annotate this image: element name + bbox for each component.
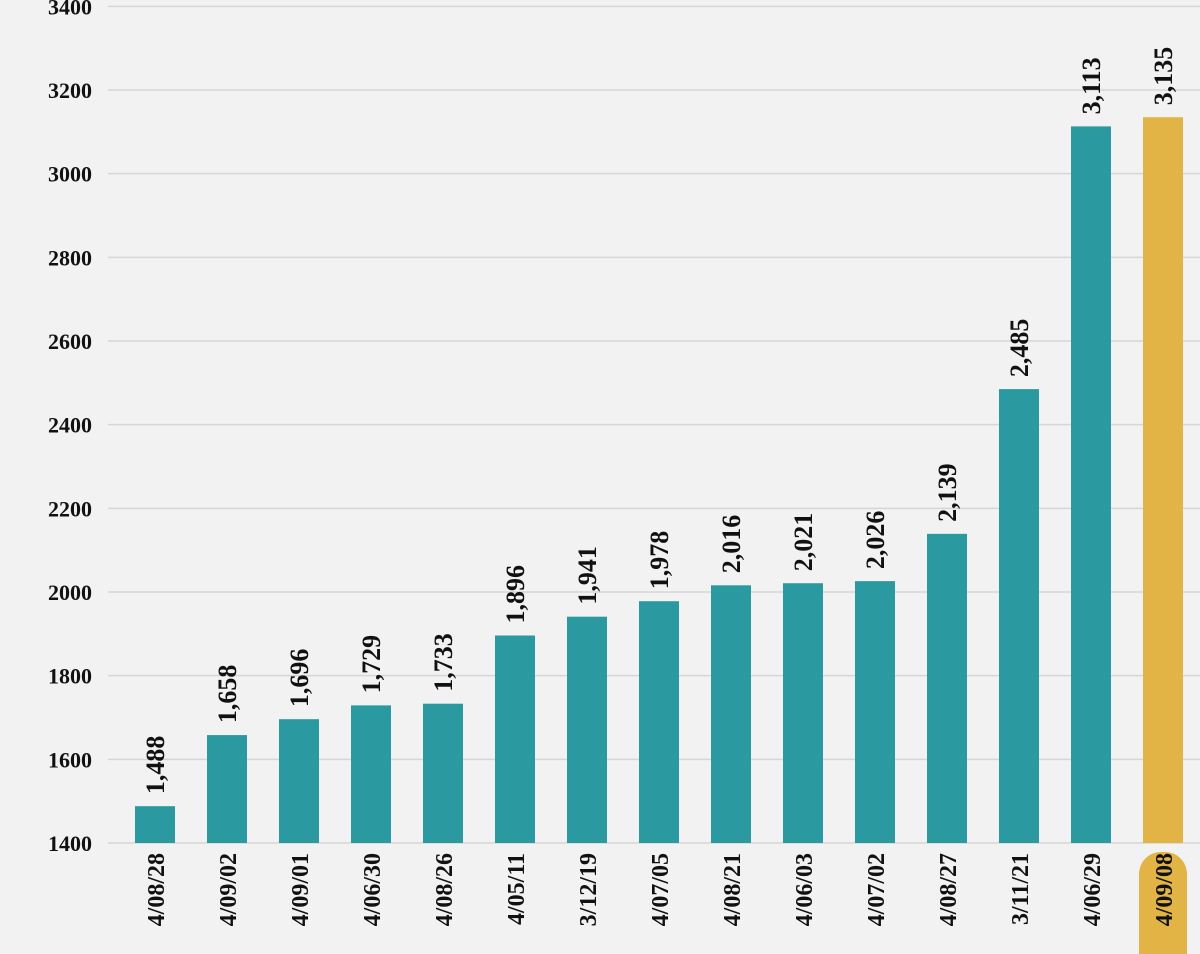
x-tick-label: 4/09/02 — [216, 853, 242, 926]
x-tick-label: 4/06/03 — [792, 853, 818, 926]
highlight-label-pill — [1139, 852, 1187, 954]
x-tick-label: 4/08/26 — [432, 853, 458, 926]
x-tick-label: 3/11/21 — [1008, 853, 1034, 925]
x-tick-label: 4/08/27 — [936, 853, 962, 926]
x-tick-label: 4/08/21 — [720, 853, 746, 926]
bar — [783, 583, 823, 843]
y-tick-label: 2400 — [48, 413, 92, 438]
x-tick-label: 4/07/05 — [648, 853, 674, 926]
x-tick-label: 4/06/29 — [1080, 853, 1106, 926]
bar — [423, 703, 463, 843]
value-label: 1,733 — [429, 633, 458, 692]
bars — [135, 117, 1183, 844]
value-label: 2,139 — [933, 463, 962, 522]
bar — [351, 705, 391, 843]
bar — [999, 389, 1039, 843]
value-label: 1,729 — [357, 635, 386, 694]
y-tick-label: 1400 — [48, 831, 92, 856]
bar — [279, 719, 319, 843]
value-label: 2,026 — [861, 511, 890, 570]
value-labels: 1,488 1,658 1,696 1,729 1,733 1,896 1,941 1,978… — [141, 47, 1178, 794]
x-tick-label: 4/08/28 — [144, 853, 170, 926]
y-tick-label: 2200 — [48, 496, 92, 521]
value-label: 2,016 — [717, 515, 746, 574]
y-tick-label: 3000 — [48, 162, 92, 187]
value-label: 1,978 — [645, 531, 674, 590]
x-axis-labels: 4/08/28 4/09/02 4/09/01 4/06/30 4/08/26 4/05/… — [144, 852, 1187, 954]
value-label: 1,658 — [213, 665, 242, 724]
bar — [567, 616, 607, 843]
bar — [927, 533, 967, 843]
value-label: 3,135 — [1149, 47, 1178, 106]
bar — [1071, 126, 1111, 843]
value-label: 2,485 — [1005, 319, 1034, 378]
y-tick-label: 2600 — [48, 329, 92, 354]
x-tick-label: 4/07/02 — [864, 853, 890, 926]
y-tick-label: 3400 — [48, 0, 92, 19]
y-axis-ticks: 1400 1600 1800 2000 2200 2400 2600 2800 3000 3200… — [48, 0, 92, 856]
bar — [495, 635, 535, 843]
x-tick-label: 4/09/08 — [1152, 853, 1178, 926]
bar — [1143, 117, 1183, 844]
value-label: 1,941 — [573, 546, 602, 605]
value-label: 3,113 — [1077, 57, 1106, 114]
x-tick-label: 3/12/19 — [576, 853, 602, 926]
bar — [711, 585, 751, 843]
x-tick-label: 4/09/01 — [288, 853, 314, 926]
y-tick-label: 2000 — [48, 580, 92, 605]
bar — [639, 601, 679, 843]
bar — [855, 581, 895, 843]
y-tick-label: 1800 — [48, 664, 92, 689]
value-label: 1,896 — [501, 565, 530, 624]
bar — [207, 735, 247, 843]
value-label: 1,488 — [141, 736, 170, 795]
y-tick-label: 2800 — [48, 245, 92, 270]
x-tick-label: 4/06/30 — [360, 853, 386, 926]
y-tick-label: 1600 — [48, 747, 92, 772]
bar — [135, 806, 175, 843]
value-label: 1,696 — [285, 649, 314, 708]
value-label: 2,021 — [789, 513, 818, 572]
x-tick-label: 4/05/11 — [504, 853, 530, 925]
y-tick-label: 3200 — [48, 78, 92, 103]
